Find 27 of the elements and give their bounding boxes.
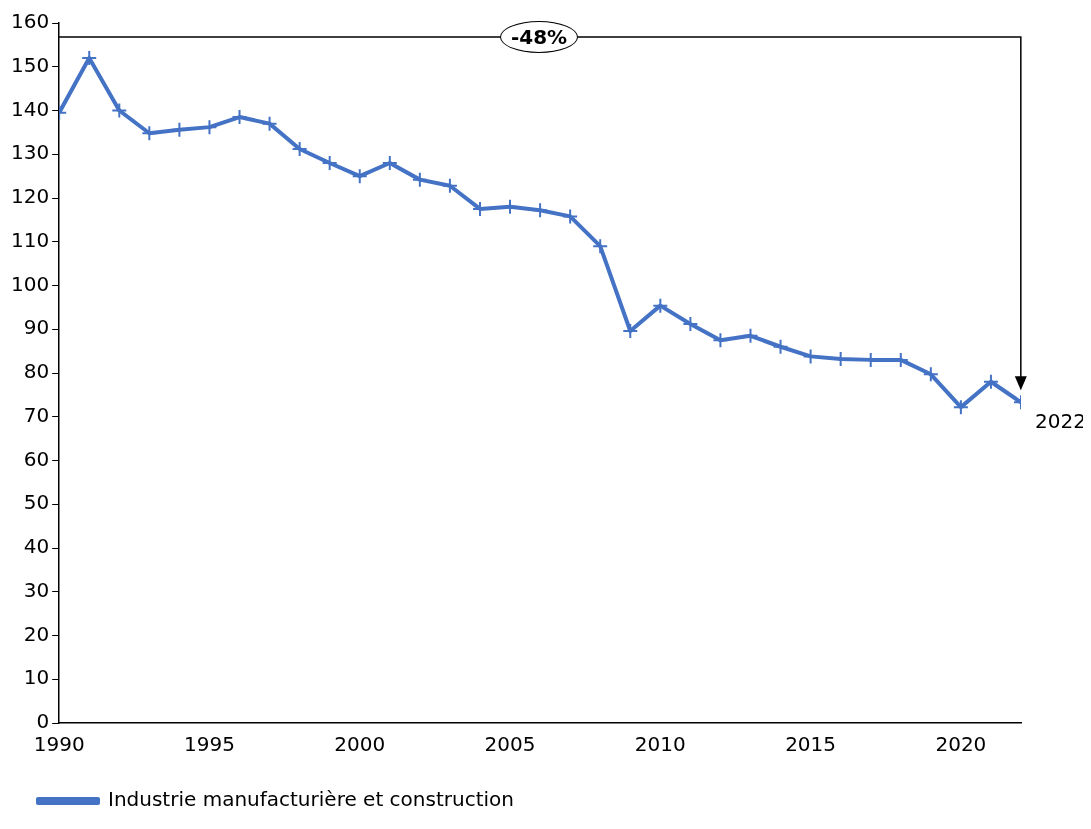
x-tick-label: 2015 [785, 732, 837, 757]
x-tick-label: 1990 [33, 732, 85, 757]
y-tick-label: 160 [10, 9, 50, 34]
annotation: -48% [500, 21, 579, 53]
y-tick-label: 10 [23, 665, 50, 690]
x-tick-label: 2010 [634, 732, 686, 757]
y-tick-label: 140 [10, 96, 50, 121]
y-tick-label: 150 [10, 52, 50, 77]
y-tick-label: 130 [10, 140, 50, 165]
y-tick-label: 110 [10, 227, 50, 252]
y-tick-label: 40 [23, 534, 50, 559]
x-tick-label: 2020 [935, 732, 987, 757]
y-tick-label: 90 [23, 315, 50, 340]
annotation: 2022 [1035, 408, 1086, 433]
y-tick-label: 30 [23, 577, 50, 602]
y-tick-label: 100 [10, 271, 50, 296]
y-tick-label: 120 [10, 184, 50, 209]
y-tick-label: 0 [36, 709, 50, 734]
y-tick-label: 70 [23, 402, 50, 427]
y-tick-label: 20 [23, 621, 50, 646]
x-tick-label: 1995 [184, 732, 235, 757]
y-tick-label: 80 [23, 359, 50, 384]
x-tick-label: 2005 [484, 732, 536, 757]
y-tick-label: 50 [23, 490, 50, 515]
y-tick-label: 60 [23, 446, 50, 471]
legend-label: Industrie manufacturière et construction [108, 787, 514, 812]
x-tick-label: 2000 [334, 732, 386, 757]
